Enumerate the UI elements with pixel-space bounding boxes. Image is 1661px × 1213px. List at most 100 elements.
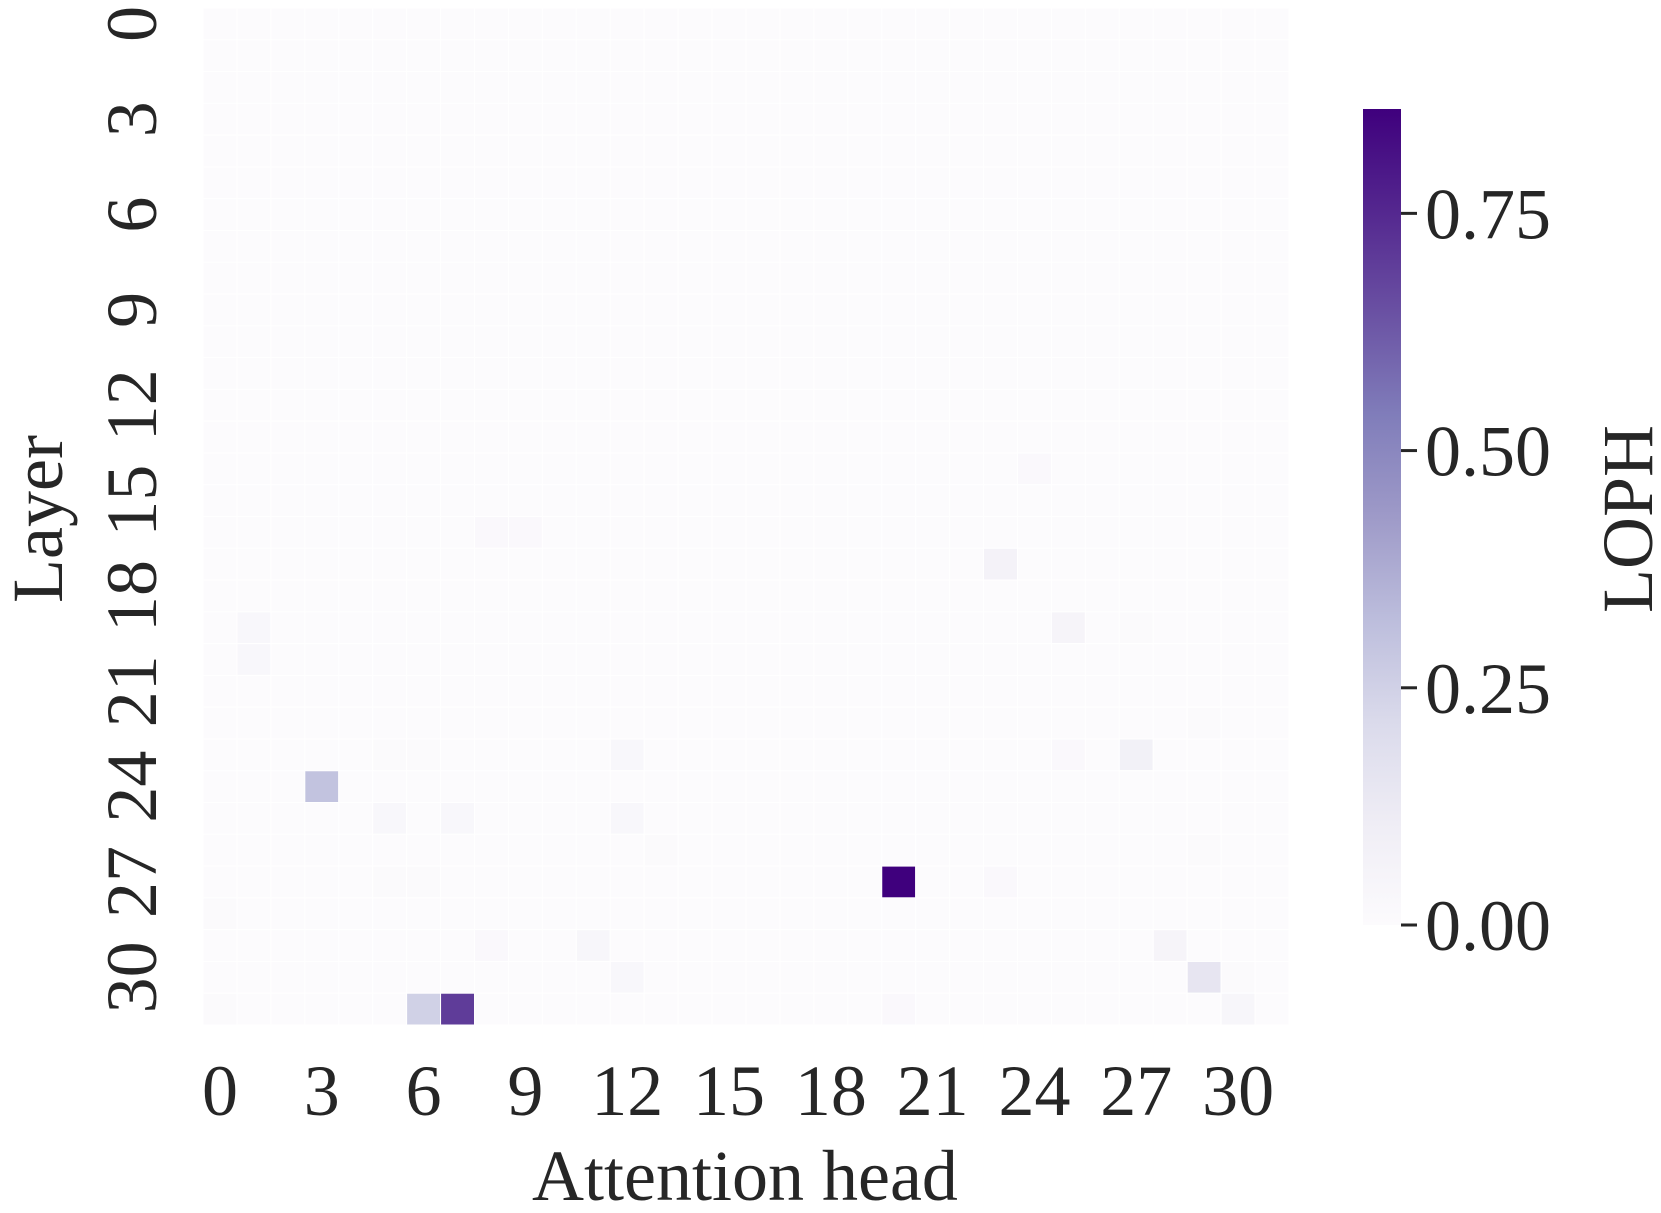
heatmap-cell: [779, 229, 815, 263]
heatmap-cell: [575, 388, 611, 422]
heatmap-cell: [1254, 992, 1290, 1026]
heatmap-cell: [338, 960, 374, 994]
heatmap-cell: [915, 134, 951, 168]
heatmap-cell: [881, 611, 917, 645]
heatmap-cell: [575, 261, 611, 295]
heatmap-cell: [270, 357, 306, 390]
colorbar-tick-label: 0.25: [1425, 649, 1551, 729]
heatmap-cell: [1152, 134, 1188, 168]
heatmap-cell: [236, 166, 272, 200]
heatmap-cell: [1220, 261, 1256, 295]
heatmap-cell: [813, 516, 849, 549]
heatmap-cell: [745, 547, 781, 581]
heatmap-cell: [575, 134, 611, 168]
heatmap-cell: [711, 293, 747, 327]
heatmap-cell: [1254, 261, 1290, 295]
heatmap-cell: [779, 674, 815, 708]
heatmap-cell: [847, 547, 883, 581]
heatmap-cell: [915, 293, 951, 327]
heatmap-cell: [1050, 674, 1086, 708]
heatmap-cell: [541, 547, 577, 581]
heatmap-cell: [270, 738, 306, 772]
heatmap-cell: [711, 198, 747, 231]
heatmap-cell: [643, 39, 679, 73]
heatmap-cell: [338, 674, 374, 708]
heatmap-cell: [474, 547, 509, 581]
heatmap-cell: [575, 960, 611, 994]
heatmap-cell: [202, 7, 238, 41]
heatmap-cell: [847, 706, 883, 740]
heatmap-cell: [1017, 738, 1052, 772]
heatmap-cell: [1118, 229, 1154, 263]
heatmap-cell: [1050, 261, 1086, 295]
heatmap-cell: [440, 516, 475, 549]
heatmap-cell: [507, 738, 543, 772]
heatmap-cell: [881, 738, 917, 772]
heatmap-cell: [983, 802, 1018, 835]
heatmap-cell: [202, 579, 238, 613]
heatmap-cell: [609, 357, 645, 390]
heatmap-cell: [304, 7, 340, 41]
heatmap-cell: [711, 738, 747, 772]
heatmap-cell: [372, 643, 408, 676]
heatmap-cell: [779, 643, 815, 676]
heatmap-cell: [779, 420, 815, 454]
heatmap-cell: [338, 388, 374, 422]
heatmap-cell: [813, 706, 849, 740]
heatmap-cell: [847, 579, 883, 613]
heatmap-cell: [372, 134, 408, 168]
heatmap-cell: [338, 357, 374, 390]
heatmap-cell: [847, 261, 883, 295]
heatmap-cell: [338, 579, 374, 613]
heatmap-cell: [677, 134, 713, 168]
heatmap-cell: [915, 706, 951, 740]
heatmap-cell: [643, 865, 679, 899]
heatmap-cell: [202, 484, 238, 517]
heatmap-cell: [1220, 198, 1256, 231]
heatmap-cell: [881, 484, 917, 517]
heatmap-cell: [575, 7, 611, 41]
heatmap-cell: [1084, 706, 1120, 740]
heatmap-cell: [711, 452, 747, 486]
heatmap-cell: [474, 833, 509, 867]
heatmap-cell: [1152, 452, 1188, 486]
heatmap-cell: [915, 102, 951, 136]
heatmap-cell: [779, 102, 815, 136]
heatmap-cell: [949, 325, 985, 359]
heatmap-cell: [643, 71, 679, 104]
heatmap-cell: [270, 198, 306, 231]
heatmap-cell: [813, 198, 849, 231]
heatmap-cell: [643, 229, 679, 263]
heatmap-cell: [915, 929, 951, 962]
heatmap-cell: [1084, 357, 1120, 390]
heatmap-cell: [881, 229, 917, 263]
y-axis-label: Layer: [0, 435, 78, 603]
heatmap-cell: [1254, 770, 1290, 804]
heatmap-cell: [1186, 388, 1222, 422]
heatmap-cell: [949, 579, 985, 613]
heatmap-cell: [507, 357, 543, 390]
heatmap-cell: [338, 992, 374, 1026]
heatmap-cell: [1118, 674, 1154, 708]
heatmap-cell: [202, 134, 238, 168]
heatmap-cell: [609, 134, 645, 168]
heatmap-cell: [983, 960, 1018, 994]
heatmap-cell: [1017, 325, 1052, 359]
heatmap-cell: [711, 579, 747, 613]
heatmap-cell: [406, 516, 442, 549]
heatmap-cell: [779, 293, 815, 327]
heatmap-cell: [983, 929, 1018, 962]
heatmap-cell: [338, 261, 374, 295]
heatmap-cell: [1254, 674, 1290, 708]
heatmap-cell: [745, 643, 781, 676]
heatmap-cell: [474, 39, 509, 73]
heatmap-cell: [338, 738, 374, 772]
heatmap-cell: [881, 802, 917, 835]
heatmap-cell: [881, 39, 917, 73]
heatmap-cell: [304, 992, 340, 1026]
heatmap-cell: [202, 706, 238, 740]
heatmap-cell: [541, 833, 577, 867]
heatmap-cell: [1186, 929, 1222, 962]
heatmap-cell: [779, 452, 815, 486]
heatmap-cell: [406, 134, 442, 168]
